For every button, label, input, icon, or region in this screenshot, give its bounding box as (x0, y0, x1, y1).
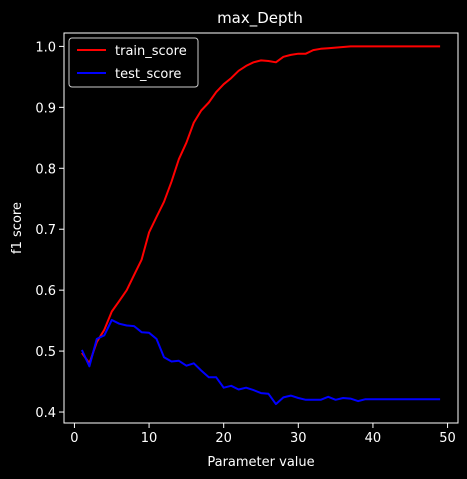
y-axis-label: f1 score (10, 202, 25, 254)
y-tick-label: 0.4 (35, 406, 56, 421)
y-tick-label: 0.8 (35, 162, 56, 177)
x-tick-label: 10 (141, 431, 158, 446)
x-tick-label: 40 (365, 431, 382, 446)
x-tick-label: 0 (70, 431, 78, 446)
chart-title: max_Depth (217, 9, 303, 28)
y-tick-label: 0.9 (35, 101, 56, 116)
x-tick-label: 20 (215, 431, 232, 446)
x-tick-label: 50 (439, 431, 456, 446)
legend-label-train-score: train_score (115, 44, 187, 59)
y-tick-label: 1.0 (35, 40, 56, 55)
y-tick-label: 0.6 (35, 284, 56, 299)
legend-label-test-score: test_score (115, 67, 181, 82)
y-tick-label: 0.5 (35, 345, 56, 360)
y-tick-label: 0.7 (35, 223, 56, 238)
legend: train_score test_score (69, 38, 198, 87)
x-axis-label: Parameter value (207, 455, 314, 470)
x-tick-label: 30 (290, 431, 307, 446)
